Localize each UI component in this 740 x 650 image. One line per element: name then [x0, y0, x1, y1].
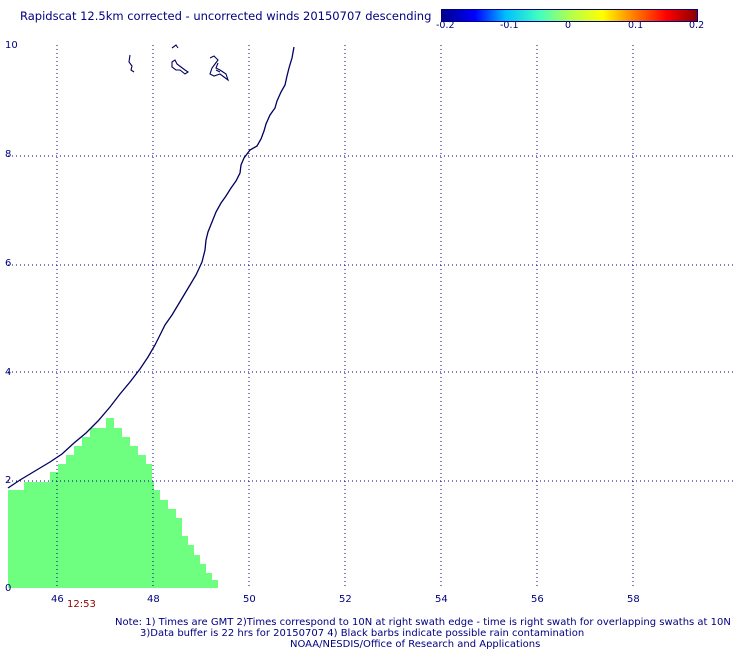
y-tick-label: 4 — [5, 367, 11, 378]
y-tick-label: 8 — [5, 149, 11, 160]
y-tick-label: 2 — [5, 475, 11, 486]
colorbar-tick-label: -0.1 — [500, 20, 519, 31]
x-tick-label: 48 — [147, 594, 160, 605]
grid-lines — [8, 45, 735, 588]
swath-coverage — [8, 418, 218, 588]
x-tick-label: 54 — [435, 594, 448, 605]
y-tick-label: 6 — [5, 258, 11, 269]
y-tick-label: 10 — [5, 40, 18, 51]
note-line-3: NOAA/NESDIS/Office of Research and Appli… — [290, 639, 541, 650]
x-tick-label: 58 — [627, 594, 640, 605]
colorbar-tick-label: 0.2 — [689, 20, 705, 31]
note-line-1: Note: 1) Times are GMT 2)Times correspon… — [115, 617, 731, 628]
colorbar-tick-label: 0.1 — [628, 20, 644, 31]
colorbar-tick-label: -0.2 — [436, 20, 455, 31]
islands — [128, 44, 230, 82]
colorbar-tick-label: 0 — [565, 20, 572, 31]
swath-time-label: 12:53 — [67, 599, 96, 610]
x-tick-label: 50 — [243, 594, 256, 605]
x-tick-label: 56 — [531, 594, 544, 605]
page-title: Rapidscat 12.5km corrected - uncorrected… — [20, 9, 432, 23]
x-tick-label: 46 — [51, 594, 64, 605]
y-tick-label: 0 — [5, 583, 11, 594]
note-line-2: 3)Data buffer is 22 hrs for 20150707 4) … — [140, 628, 585, 639]
x-tick-label: 52 — [339, 594, 352, 605]
colorbar — [441, 9, 698, 22]
coastline — [7, 46, 295, 489]
